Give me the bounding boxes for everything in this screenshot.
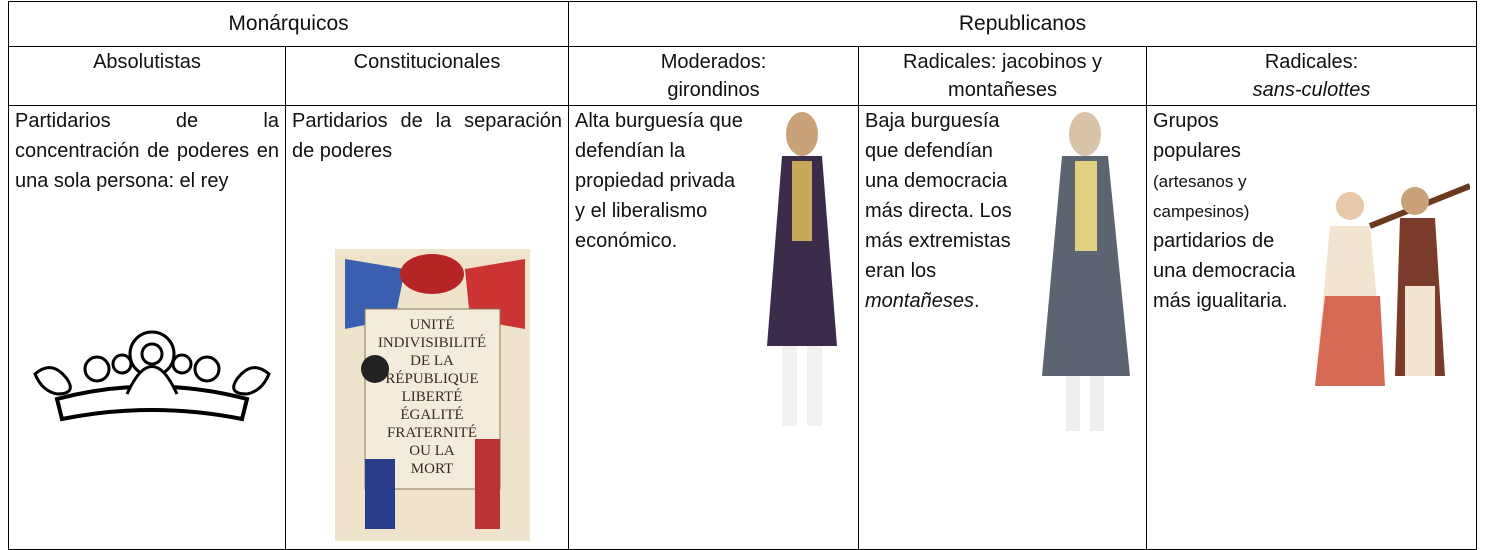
group-header: Monárquicos — [7, 1, 570, 47]
poster-text: LIBERTÉ — [402, 388, 463, 405]
cell-text: Grupos populares — [1153, 110, 1241, 162]
cell-text: Partidarios de la concentración de poder… — [15, 110, 279, 192]
subheader: Absolutistas — [8, 46, 286, 106]
figure-image — [767, 112, 838, 426]
subheader: Constitucionales — [284, 46, 570, 106]
figure-image — [1315, 183, 1471, 386]
group-header: Republicanos — [568, 1, 1478, 47]
subheader-text: Radicales: — [1264, 51, 1359, 73]
subheader: Radicales: jacobinos y montañeses — [858, 46, 1148, 106]
group-label: Monárquicos — [228, 12, 349, 35]
cell: Alta burguesía que defendían la propieda… — [568, 105, 860, 550]
cell: Partidarios de la concentración de poder… — [8, 105, 286, 550]
subheader-text: sans-culottes — [1252, 79, 1371, 101]
subheader: Radicales: sans-culottes — [1146, 46, 1478, 106]
subheader-text: Absolutistas — [93, 51, 201, 73]
poster-text: FRATERNITÉ — [387, 424, 477, 441]
cell-text: Baja burguesía que defendían una democra… — [865, 110, 1012, 282]
poster-text: RÉPUBLIQUE — [385, 370, 478, 387]
poster-text: INDIVISIBILITÉ — [378, 334, 486, 351]
subheader-text: Constitucionales — [353, 51, 501, 73]
poster-text: ÉGALITÉ — [400, 406, 463, 423]
poster-text: DE LA — [410, 353, 454, 369]
subheader-text: Radicales: jacobinos y — [903, 51, 1103, 73]
subheader-text: montañeses — [948, 79, 1057, 101]
cell: Baja burguesía que defendían una democra… — [858, 105, 1148, 550]
cell: Partidarios de la separación de poderes … — [284, 105, 570, 550]
cell-text: partidarios de una democracia más iguali… — [1153, 230, 1296, 312]
subheader-text: Moderados: — [660, 51, 767, 73]
group-label: Republicanos — [958, 12, 1087, 35]
cell-text: Alta burguesía que defendían la propieda… — [575, 110, 743, 252]
subheader: Moderados: girondinos — [568, 46, 860, 106]
poster-text: UNITÉ — [410, 316, 455, 333]
table: Monárquicos Republicanos Absolutistas Co… — [7, 1, 1478, 550]
figure-image — [1042, 112, 1131, 431]
cell-text: montañeses — [865, 290, 974, 312]
poster-text: MORT — [411, 461, 453, 477]
poster-text: OU LA — [409, 443, 455, 459]
crown-image — [33, 330, 271, 422]
cell-text: Partidarios de la separación de poderes — [292, 110, 563, 162]
subheader-text: girondinos — [667, 79, 760, 101]
cell-text: (artesanos y campesinos) — [1153, 172, 1250, 221]
cell-text: . — [973, 290, 980, 312]
cell: Grupos populares (artesanos y campesinos)… — [1146, 105, 1478, 550]
